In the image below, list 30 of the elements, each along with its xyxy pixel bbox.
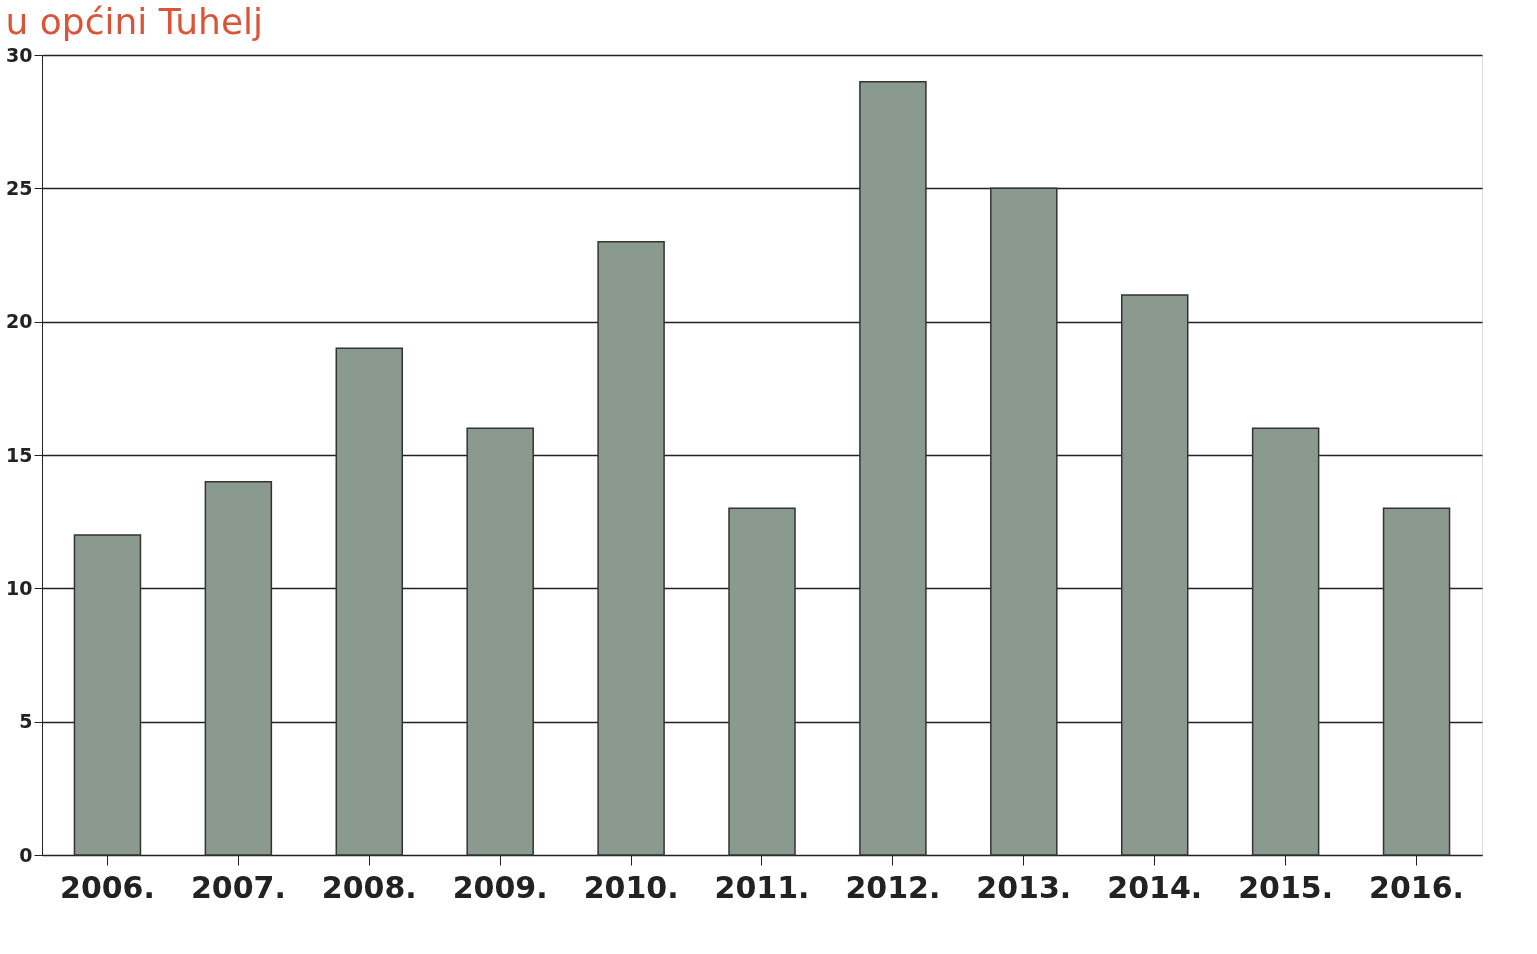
x-tick-label: 2008. xyxy=(321,869,417,905)
x-tick-label: 2010. xyxy=(583,869,679,905)
bar xyxy=(859,80,927,856)
bar xyxy=(466,427,534,856)
y-tick-label: 25 xyxy=(6,176,33,199)
y-tick-label: 5 xyxy=(19,710,33,733)
x-tick-label: 2006. xyxy=(60,869,155,905)
x-tick-label: 2011. xyxy=(714,869,810,905)
bar xyxy=(204,480,273,856)
x-tick-label: 2013. xyxy=(976,869,1072,905)
bar xyxy=(990,187,1058,856)
bar xyxy=(73,534,142,856)
x-tick-label: 2009. xyxy=(452,869,548,905)
bar xyxy=(335,347,404,856)
y-tick-label: 0 xyxy=(19,843,33,866)
x-tick-label: 2016. xyxy=(1369,869,1464,905)
x-tick-label: 2015. xyxy=(1238,869,1334,905)
x-tick-label: 2014. xyxy=(1107,869,1203,905)
x-tick-label: 2012. xyxy=(845,869,941,905)
bar xyxy=(597,240,665,856)
y-tick-label: 15 xyxy=(6,443,33,466)
bar xyxy=(1120,294,1189,856)
x-tick-label: 2007. xyxy=(190,869,286,905)
y-tick-label: 30 xyxy=(6,43,33,66)
bar xyxy=(1382,507,1451,856)
bar xyxy=(728,507,796,856)
y-tick-label: 20 xyxy=(6,310,33,333)
y-tick-label: 10 xyxy=(6,576,33,599)
chart-title: u općini Tuhelj xyxy=(5,1,264,42)
bar xyxy=(1251,427,1320,856)
